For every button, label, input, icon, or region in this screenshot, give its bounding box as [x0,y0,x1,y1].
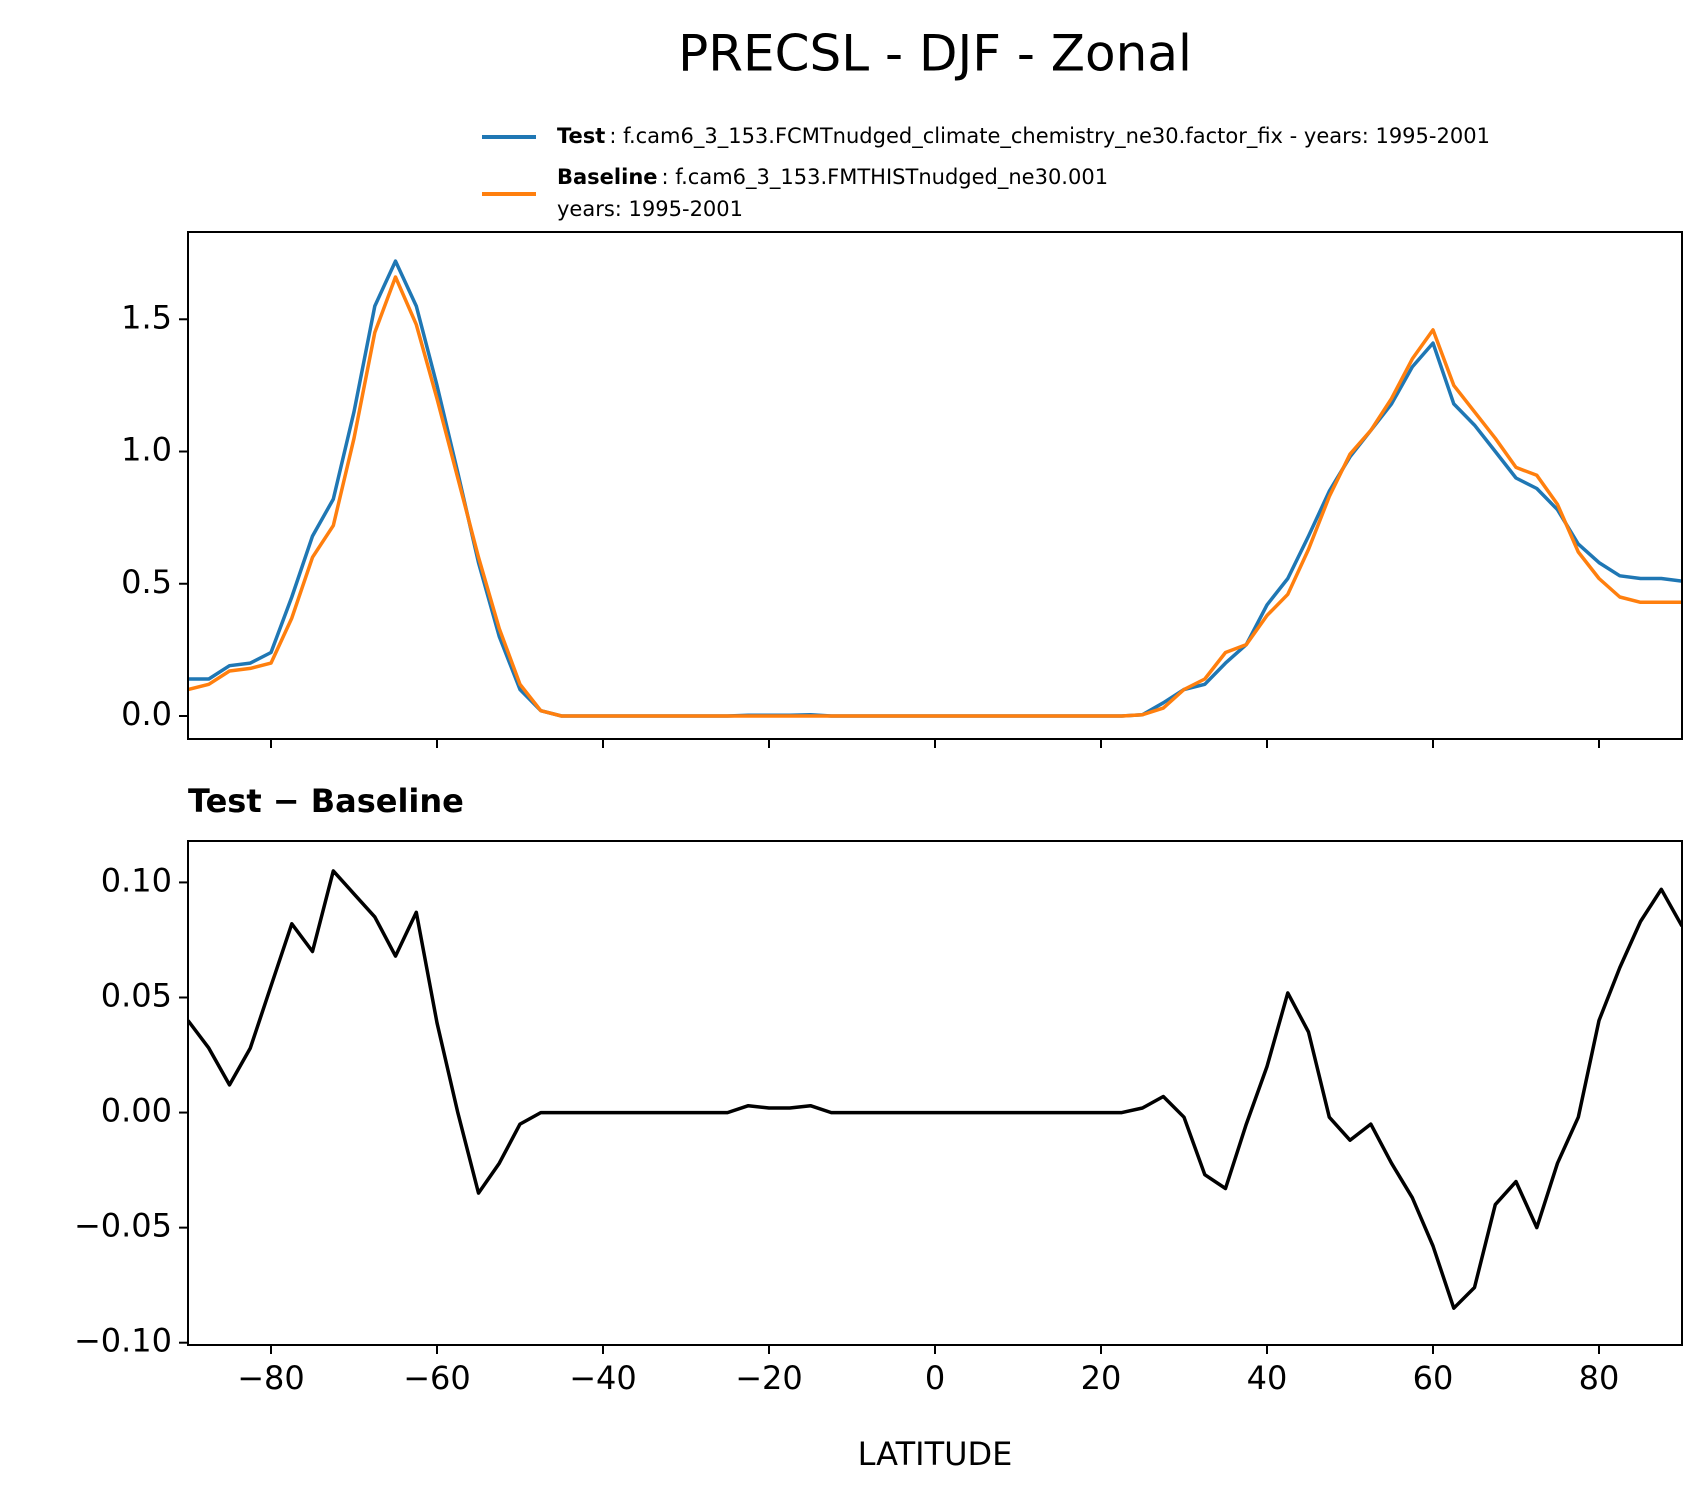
plot-frame [187,840,1683,1346]
y-tick-label: 1.5 [121,298,172,336]
legend-description: years: 1995-2001 [557,197,743,221]
series-line [188,275,1682,718]
y-tick-label: −0.05 [74,1207,172,1245]
x-tick-label: 60 [1413,1359,1454,1397]
x-tick-label: −40 [569,1359,637,1397]
y-tick-label: 0.05 [101,976,172,1014]
x-tick-label: 80 [1579,1359,1620,1397]
x-tick-label: −20 [735,1359,803,1397]
x-tick-label: 40 [1247,1359,1288,1397]
y-tick-label: 0.00 [101,1092,172,1130]
legend-name: Baseline [557,165,658,189]
x-tick-label: −60 [403,1359,471,1397]
y-tick-label: 0.10 [101,861,172,899]
y-tick-label: 1.0 [121,431,172,469]
panel-title: Test − Baseline [188,782,464,820]
x-tick-label: −80 [237,1359,305,1397]
y-tick-label: −0.10 [74,1322,172,1360]
plot-frame [187,231,1683,740]
legend-name: Test [557,124,605,148]
x-axis-label: LATITUDE [858,1435,1013,1473]
legend-entry: Baseline: f.cam6_3_153.FMTHISTnudged_ne3… [557,165,1108,190]
figure-title: PRECSL - DJF - Zonal [678,25,1192,83]
legend-description: : f.cam6_3_153.FMTHISTnudged_ne30.001 [662,165,1109,190]
series-line [188,869,1682,1310]
x-tick-label: 20 [1081,1359,1122,1397]
y-tick-label: 0.0 [121,695,172,733]
series-line [188,259,1682,718]
legend-description: : f.cam6_3_153.FCMTnudged_climate_chemis… [609,124,1490,149]
x-tick-label: 0 [925,1359,945,1397]
legend-entry: Test: f.cam6_3_153.FCMTnudged_climate_ch… [557,124,1490,149]
y-tick-label: 0.5 [121,563,172,601]
